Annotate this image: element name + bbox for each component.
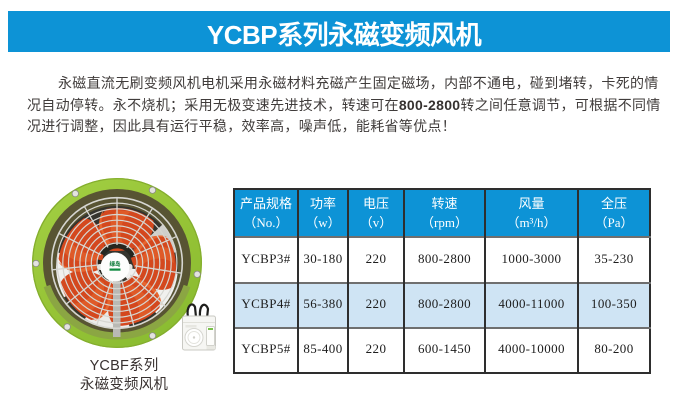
svg-text:绿岛: 绿岛 bbox=[109, 260, 121, 268]
